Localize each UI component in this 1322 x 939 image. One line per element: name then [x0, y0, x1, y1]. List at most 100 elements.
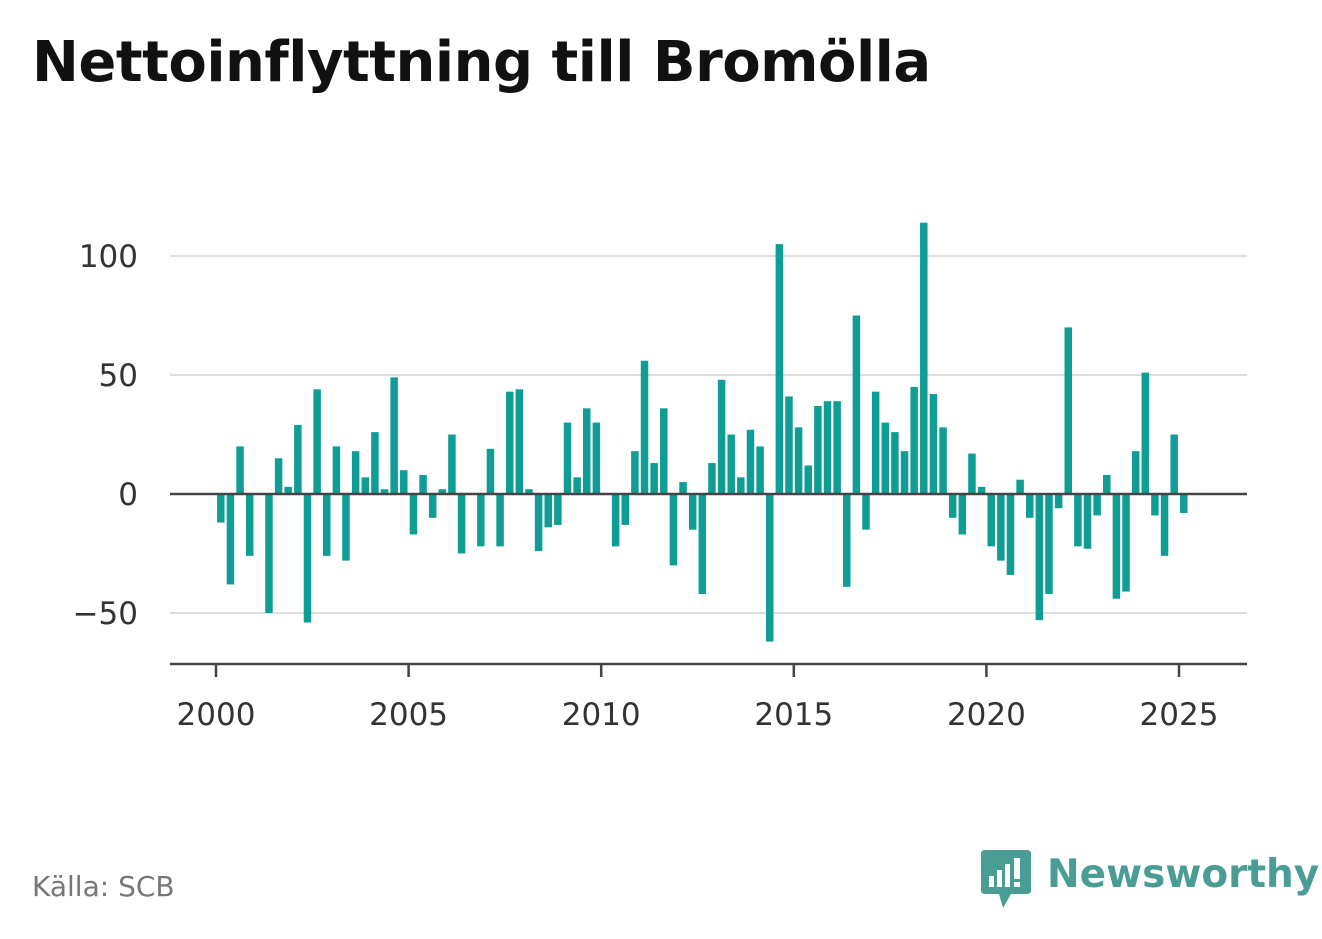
axes	[170, 492, 1247, 677]
bar	[544, 494, 552, 528]
bar	[756, 446, 764, 494]
bar	[351, 451, 360, 494]
bar	[631, 451, 639, 494]
bar	[554, 494, 562, 525]
bar	[765, 494, 774, 642]
x-tick-label: 2005	[369, 697, 448, 733]
bar	[322, 494, 331, 556]
newsworthy-logo-icon	[981, 850, 1031, 908]
bar	[852, 315, 861, 494]
bar	[419, 474, 427, 494]
bar	[477, 494, 485, 547]
bar	[1074, 494, 1082, 547]
bar	[515, 389, 524, 494]
bar	[342, 494, 350, 561]
bar	[1103, 474, 1111, 494]
bar	[1141, 372, 1150, 494]
bar	[313, 389, 321, 494]
y-tick-label: 0	[118, 477, 138, 513]
bar	[1093, 494, 1101, 516]
bar	[727, 434, 735, 494]
bar	[1131, 451, 1140, 494]
bar	[1122, 494, 1130, 592]
bar	[621, 494, 630, 525]
bar	[583, 408, 591, 494]
bar	[525, 489, 533, 494]
bar	[650, 463, 658, 494]
bar	[226, 494, 235, 585]
bar	[592, 422, 601, 494]
bar	[245, 494, 254, 556]
bar	[717, 379, 726, 494]
bar	[573, 477, 581, 494]
bar	[910, 386, 918, 494]
bar	[236, 446, 244, 494]
x-tick-label: 2025	[1140, 697, 1219, 733]
bar	[371, 432, 379, 494]
bar	[303, 494, 312, 623]
bar	[823, 401, 832, 494]
bar	[1160, 494, 1169, 556]
bar	[746, 429, 755, 494]
bar	[1035, 494, 1044, 621]
bar	[881, 422, 890, 494]
bar	[900, 451, 909, 494]
bar	[640, 360, 649, 494]
bar	[1025, 494, 1034, 518]
bar	[284, 486, 292, 494]
bar	[862, 494, 870, 530]
bar	[669, 494, 678, 566]
bar	[660, 408, 668, 494]
bar	[332, 446, 341, 494]
gridlines	[170, 255, 1247, 614]
y-tick-label: 100	[79, 239, 138, 275]
x-tick-label: 2010	[562, 697, 641, 733]
bar	[563, 422, 572, 494]
bar	[217, 494, 225, 523]
x-tick-label: 2020	[947, 697, 1026, 733]
bar	[1054, 494, 1063, 509]
bar	[891, 432, 899, 494]
bar	[958, 494, 967, 535]
bar	[977, 486, 986, 494]
bar	[409, 494, 418, 535]
y-tick-label: 50	[99, 358, 138, 394]
bar	[390, 377, 398, 494]
bar	[1170, 434, 1178, 494]
bar	[428, 494, 437, 518]
bar	[843, 494, 851, 587]
bar	[708, 463, 716, 494]
bar	[1064, 327, 1073, 494]
bar	[833, 401, 841, 494]
bar	[448, 434, 456, 494]
bar	[1180, 494, 1188, 514]
bar	[1045, 494, 1053, 594]
bar	[1016, 479, 1024, 494]
chart-title: Nettoinflyttning till Bromölla	[32, 30, 931, 95]
x-tick-label: 2000	[177, 697, 256, 733]
bar	[486, 448, 495, 494]
bar	[380, 489, 389, 494]
tick-labels: 2000 2005 2010 2015 2020 2025 −50 0 50 100	[73, 239, 1219, 733]
bar	[294, 424, 302, 494]
bar	[948, 494, 957, 518]
bar	[457, 494, 466, 554]
bar	[265, 494, 273, 613]
source-note: Källa: SCB	[32, 870, 175, 903]
bar	[871, 391, 880, 494]
bar	[775, 244, 784, 494]
bar	[274, 458, 283, 494]
bar	[997, 494, 1005, 561]
bar	[939, 427, 947, 494]
bar	[968, 453, 976, 494]
bar	[496, 494, 504, 547]
bar	[929, 394, 938, 494]
bar	[438, 489, 447, 494]
bar	[814, 405, 822, 494]
bar	[1151, 494, 1159, 516]
bar	[920, 222, 928, 494]
bar	[987, 494, 995, 547]
bar	[505, 391, 514, 494]
bar	[785, 396, 793, 494]
